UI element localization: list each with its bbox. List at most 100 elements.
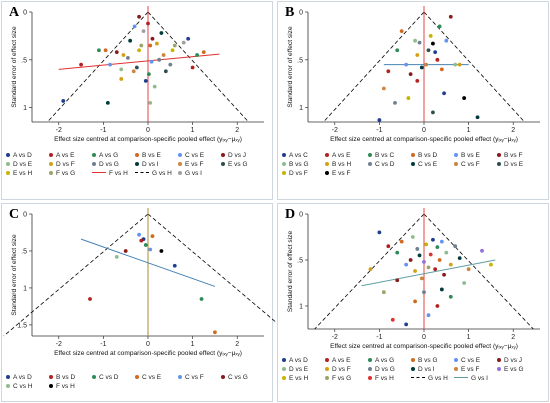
data-point xyxy=(150,36,155,41)
legend-item: D vs F xyxy=(49,161,75,170)
legend-label: E vs G xyxy=(228,161,248,168)
legend-item: F vs G xyxy=(49,170,75,179)
data-point xyxy=(199,297,204,301)
legend-marker xyxy=(6,171,10,175)
legend-label: F vs H xyxy=(375,375,394,382)
legend-marker xyxy=(6,375,10,379)
data-point xyxy=(404,62,409,67)
legend-label: A vs E xyxy=(56,152,75,159)
legend-marker xyxy=(92,153,96,157)
legend-marker xyxy=(6,153,10,157)
data-point xyxy=(435,304,440,308)
legend-label: D vs E xyxy=(504,161,524,168)
y-tick-label: .5 xyxy=(21,57,27,64)
legend-marker xyxy=(454,153,458,157)
legend-label: B vs C xyxy=(375,152,395,159)
legend-item: B vs G xyxy=(282,161,309,170)
legend-item: F vs H xyxy=(92,170,128,179)
data-point xyxy=(448,294,453,299)
y-tick-label: 0 xyxy=(23,212,27,219)
legend-marker xyxy=(411,162,415,166)
legend-label: C vs E xyxy=(461,357,481,364)
legend-marker xyxy=(325,153,329,157)
legend-label: D vs I xyxy=(142,161,159,168)
funnel-left-line xyxy=(314,213,425,330)
legend-marker xyxy=(325,162,329,166)
legend-a: A vs D A vs E A vs G B vs E C vs E D vs J D vs… xyxy=(6,152,270,198)
legend-label: D vs F xyxy=(56,161,75,168)
x-axis-title: Effect size centred at comparison-specif… xyxy=(54,350,242,357)
x-tick-label: -1 xyxy=(376,127,382,134)
y-tick-label: 1.5 xyxy=(17,322,27,329)
legend-item: D vs G xyxy=(92,161,119,170)
data-point xyxy=(439,287,444,292)
data-point xyxy=(386,69,391,74)
regression-line xyxy=(80,238,216,287)
legend-marker xyxy=(282,171,286,175)
y-tick-label: .5 xyxy=(297,258,303,265)
legend-item: C vs E xyxy=(411,161,437,170)
legend-marker xyxy=(178,162,182,166)
legend-label: B vs F xyxy=(504,152,523,159)
x-tick-label: 1 xyxy=(191,341,195,348)
data-point xyxy=(134,65,139,70)
legend-d: A vs D A vs E A vs G B vs G C vs E D vs J D vs… xyxy=(282,357,546,401)
x-tick-label: 1 xyxy=(467,127,471,134)
legend-label: D vs E xyxy=(13,161,33,168)
x-axis-title: Effect size centred at comparison-specif… xyxy=(330,136,518,143)
data-point xyxy=(141,29,146,34)
legend-marker xyxy=(178,375,182,379)
legend-label: E vs H xyxy=(13,170,33,177)
legend-line xyxy=(454,377,468,378)
data-point xyxy=(190,65,195,70)
data-point xyxy=(108,62,112,67)
legend-label: C vs D xyxy=(99,374,119,381)
legend-marker xyxy=(135,375,139,379)
y-tick-label: 0 xyxy=(299,10,303,17)
legend-marker xyxy=(497,367,501,371)
legend-item: F vs H xyxy=(368,375,394,384)
data-point xyxy=(489,262,493,267)
x-tick-label: -2 xyxy=(332,334,338,341)
legend-marker xyxy=(282,358,286,362)
data-point xyxy=(408,72,413,77)
legend-item: D vs J xyxy=(221,152,246,161)
legend-label: E vs H xyxy=(289,375,309,382)
legend-label: C vs E xyxy=(185,152,205,159)
legend-marker xyxy=(411,153,415,157)
y-axis-title: Standard error of effect size xyxy=(287,231,294,313)
data-point xyxy=(444,250,449,255)
data-point xyxy=(213,330,217,335)
legend-item: A vs G xyxy=(92,152,118,161)
data-point xyxy=(377,230,382,235)
legend-marker xyxy=(368,367,372,371)
panel-label-c: C xyxy=(9,207,20,222)
legend-item: B vs D xyxy=(411,152,437,161)
legend-item: D vs F xyxy=(325,366,351,375)
legend-item: F vs G xyxy=(325,375,351,384)
data-point xyxy=(439,67,444,72)
funnel-left-line xyxy=(323,11,425,123)
legend-b: A vs C A vs E B vs C B vs D B vs E B vs F B vs… xyxy=(282,152,546,198)
legend-item: D vs E xyxy=(6,161,32,170)
y-axis-title: Standard error of effect size xyxy=(287,26,294,108)
x-tick-label: 0 xyxy=(146,127,150,134)
data-point xyxy=(148,100,153,105)
data-point xyxy=(448,14,453,19)
data-point xyxy=(404,262,409,267)
legend-marker xyxy=(135,153,139,157)
legend-item: E vs H xyxy=(6,170,32,179)
data-point xyxy=(422,290,426,295)
legend-label: C vs G xyxy=(228,374,248,381)
y-tick-label: .5 xyxy=(21,248,27,255)
legend-marker xyxy=(368,358,372,362)
data-point xyxy=(150,234,155,239)
legend-label: B vs G xyxy=(289,161,309,168)
legend-label: A vs D xyxy=(289,357,308,364)
data-point xyxy=(128,38,133,43)
legend-label: A vs D xyxy=(13,152,32,159)
data-point xyxy=(201,50,206,55)
legend-item: F vs H xyxy=(49,383,75,392)
legend-item: A vs D xyxy=(282,357,308,366)
data-point xyxy=(114,254,119,259)
